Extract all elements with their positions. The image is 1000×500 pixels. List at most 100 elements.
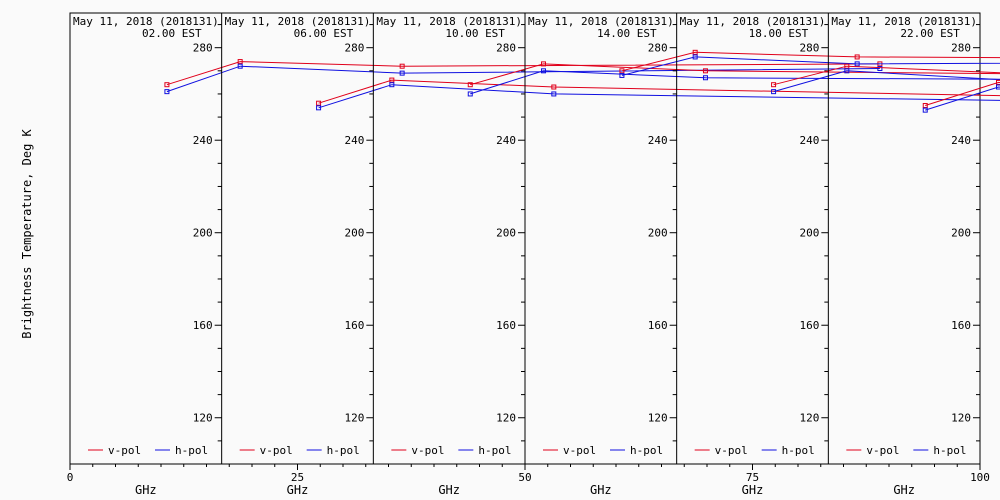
x-tick-label: 0 xyxy=(67,471,74,484)
panel-title: May 11, 2018 (2018131) xyxy=(680,15,826,28)
series-line-v-pol xyxy=(166,61,880,86)
panel-subtitle: 10.00 EST xyxy=(445,27,505,40)
data-point-h-pol xyxy=(619,72,625,78)
data-point-v-pol xyxy=(922,103,928,109)
legend-label-v-pol: v-pol xyxy=(715,444,748,457)
y-tick-label: 120 xyxy=(799,412,819,425)
x-axis-label: GHz xyxy=(742,483,764,497)
y-tick-label: 200 xyxy=(799,227,819,240)
data-point-h-pol xyxy=(702,75,708,81)
x-tick-label: 25 xyxy=(291,471,304,484)
y-tick-label: 160 xyxy=(344,319,364,332)
panel-title: May 11, 2018 (2018131) xyxy=(528,15,674,28)
legend-label-v-pol: v-pol xyxy=(563,444,596,457)
y-tick-label: 280 xyxy=(799,42,819,55)
panel-3: 120 160 200 240 280 May 11, 2018 (2018131) 10.… xyxy=(372,13,1000,497)
y-tick-label: 240 xyxy=(344,134,364,147)
x-axis-label: GHz xyxy=(287,483,309,497)
legend-label-v-pol: v-pol xyxy=(108,444,141,457)
data-point-h-pol xyxy=(771,89,777,95)
y-tick-label: 240 xyxy=(648,134,668,147)
data-point-h-pol xyxy=(854,61,860,67)
data-point-h-pol xyxy=(922,107,928,113)
data-point-h-pol xyxy=(237,63,243,69)
series-line-v-pol xyxy=(470,63,1000,86)
data-point-v-pol xyxy=(389,77,395,83)
series-line-v-pol xyxy=(773,65,1000,86)
data-point-h-pol xyxy=(844,68,850,74)
y-tick-label: 240 xyxy=(799,134,819,147)
x-tick-label: 100 xyxy=(970,471,990,484)
y-tick-label: 160 xyxy=(496,319,516,332)
panel-title: May 11, 2018 (2018131) xyxy=(225,15,371,28)
legend-label-h-pol: h-pol xyxy=(478,444,511,457)
data-point-v-pol xyxy=(316,100,322,106)
panel-title: May 11, 2018 (2018131) xyxy=(73,15,219,28)
legend-label-v-pol: v-pol xyxy=(866,444,899,457)
data-point-v-pol xyxy=(619,68,625,74)
y-tick-label: 280 xyxy=(193,42,213,55)
data-point-h-pol xyxy=(551,91,557,97)
y-tick-label: 200 xyxy=(344,227,364,240)
y-tick-label: 160 xyxy=(193,319,213,332)
y-tick-label: 120 xyxy=(496,412,516,425)
y-axis-label: Brightness Temperature, Deg K xyxy=(20,128,34,338)
y-tick-label: 280 xyxy=(951,42,971,55)
y-tick-label: 280 xyxy=(648,42,668,55)
y-tick-label: 120 xyxy=(648,412,668,425)
panel-subtitle: 22.00 EST xyxy=(900,27,960,40)
data-point-v-pol xyxy=(164,82,170,88)
y-tick-label: 120 xyxy=(193,412,213,425)
y-tick-label: 280 xyxy=(496,42,516,55)
series-line-v-pol xyxy=(621,51,1000,72)
series-line-h-pol xyxy=(318,84,1000,109)
data-point-h-pol xyxy=(389,82,395,88)
x-tick-label: 75 xyxy=(746,471,759,484)
legend-label-v-pol: v-pol xyxy=(260,444,293,457)
y-tick-label: 200 xyxy=(648,227,668,240)
x-axis-label: GHz xyxy=(590,483,612,497)
series-line-v-pol xyxy=(318,79,1000,104)
data-point-h-pol xyxy=(316,105,322,111)
data-point-v-pol xyxy=(996,79,1000,85)
y-tick-label: 120 xyxy=(951,412,971,425)
data-point-h-pol xyxy=(467,91,473,97)
y-tick-label: 200 xyxy=(951,227,971,240)
y-tick-label: 200 xyxy=(193,227,213,240)
series-line-h-pol xyxy=(773,70,1000,93)
y-tick-label: 240 xyxy=(193,134,213,147)
panel-subtitle: 02.00 EST xyxy=(142,27,202,40)
data-point-v-pol xyxy=(771,82,777,88)
y-tick-label: 160 xyxy=(799,319,819,332)
data-point-h-pol xyxy=(164,89,170,95)
data-point-v-pol xyxy=(702,68,708,74)
data-point-h-pol xyxy=(541,68,547,74)
panel-6: 120 160 200 240 280 May 11, 2018 (2018131)22.… xyxy=(827,13,1000,497)
series-line-h-pol xyxy=(621,56,1000,76)
data-point-v-pol xyxy=(467,82,473,88)
data-point-h-pol xyxy=(996,84,1000,90)
y-tick-label: 160 xyxy=(951,319,971,332)
data-point-v-pol xyxy=(551,84,557,90)
data-point-v-pol xyxy=(399,63,405,69)
legend-label-h-pol: h-pol xyxy=(782,444,815,457)
data-point-h-pol xyxy=(877,66,883,72)
legend-label-v-pol: v-pol xyxy=(411,444,444,457)
data-point-v-pol xyxy=(237,59,243,65)
panel-subtitle: 14.00 EST xyxy=(597,27,657,40)
panel-5: 120 160 200 240 280 May 11, 2018 (2018131)18.… xyxy=(676,13,1000,497)
data-point-v-pol xyxy=(541,61,547,67)
x-tick-label: 50 xyxy=(518,471,531,484)
data-point-v-pol xyxy=(844,63,850,69)
legend-label-h-pol: h-pol xyxy=(327,444,360,457)
panel-subtitle: 06.00 EST xyxy=(294,27,354,40)
series-line-v-pol xyxy=(925,81,1000,106)
panel-subtitle: 18.00 EST xyxy=(749,27,809,40)
legend-label-h-pol: h-pol xyxy=(933,444,966,457)
y-tick-label: 120 xyxy=(344,412,364,425)
series-line-h-pol xyxy=(925,86,1000,111)
